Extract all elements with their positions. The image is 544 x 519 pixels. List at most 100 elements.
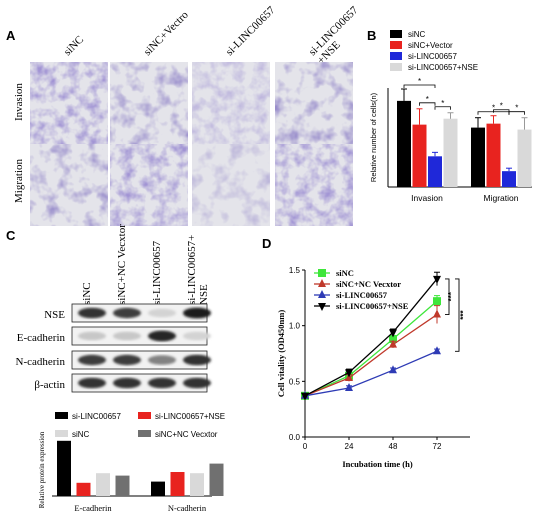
legend-label: siNC (336, 268, 354, 278)
x-tick-label: E-cadherin (74, 503, 112, 513)
blot-band (78, 331, 106, 341)
micrograph-cell (275, 144, 353, 226)
micrograph-cell (275, 62, 353, 144)
bar (209, 463, 224, 496)
blot-band (148, 308, 176, 318)
y-axis-label: Relative protein expression (38, 431, 46, 508)
blot-band (113, 354, 141, 366)
x-tick-label: Invasion (411, 193, 443, 203)
significance-mark: * (426, 95, 429, 104)
legend-label: si-LINC00657+NSE (155, 412, 225, 421)
data-point (389, 329, 397, 338)
legend-swatch (390, 41, 402, 49)
blot-band (148, 377, 176, 389)
blot-band (183, 307, 211, 319)
legend-label: si-LINC00657 (72, 412, 121, 421)
bar (190, 473, 204, 496)
blot-band (183, 377, 211, 389)
significance-mark: *** (447, 291, 456, 301)
panel-label-d: D (262, 236, 271, 251)
micrograph-stain (275, 144, 353, 226)
bar (517, 129, 532, 187)
significance-mark: * (441, 99, 444, 108)
data-point (389, 365, 397, 374)
micrograph-stain (110, 62, 188, 144)
blot-band (113, 377, 141, 389)
bar (57, 440, 71, 496)
series-line (304, 300, 438, 397)
significance-mark: * (418, 77, 421, 86)
micrograph-stain (30, 144, 108, 226)
legend-label: si-LINC00657+NSE (336, 301, 409, 311)
legend-swatch (55, 412, 68, 419)
micrograph-cell (110, 62, 188, 144)
x-tick-label: 72 (433, 442, 442, 451)
significance-bracket (434, 106, 451, 110)
blot-lane-labels: siNC siNC+NC Vecxtor si-LINC00657 si-LINC00… (81, 224, 210, 305)
bar (397, 100, 411, 187)
chart-c-protein-expression: Relative protein expression si-LINC00657 s… (38, 412, 225, 513)
data-point (318, 269, 326, 277)
x-tick-label: 0 (303, 442, 308, 451)
micrograph-cell (30, 62, 108, 144)
row-label: Invasion (13, 83, 25, 121)
data-point (433, 309, 441, 318)
lane-label: siNC+NC Vecxtor (116, 224, 128, 305)
blot-band (78, 307, 106, 319)
y-tick-label: 1.5 (289, 266, 301, 275)
x-tick-label: N-cadherin (168, 503, 207, 513)
legend-label: siNC+NC Vecxtor (336, 279, 401, 289)
y-tick-label: 1.0 (289, 322, 301, 331)
significance-bracket (403, 84, 436, 88)
bar (151, 481, 165, 496)
blot-band (148, 330, 176, 342)
significance-bracket (419, 102, 436, 106)
bar (471, 127, 485, 187)
micrograph-cell (192, 62, 270, 144)
bar (443, 118, 458, 187)
micrograph-cell (192, 144, 270, 226)
bar (96, 473, 110, 496)
micrograph-cell (110, 144, 188, 226)
y-tick-label: 0.0 (289, 433, 301, 442)
legend-swatch (138, 430, 151, 437)
legend-label: siNC+Vector (408, 41, 453, 50)
legend-label: si-LINC00657+NSE (408, 63, 478, 72)
blot-row-label: N-cadherin (16, 356, 66, 368)
bar (502, 171, 516, 187)
legend-swatch (390, 63, 402, 71)
y-axis-label: Relative number of cells(n) (369, 92, 378, 182)
legend-label: siNC+NC Vecxtor (155, 430, 218, 439)
significance-bracket (493, 109, 510, 113)
legend-swatch (138, 412, 151, 419)
significance-bracket (445, 278, 450, 315)
x-tick-label: Migration (484, 193, 519, 203)
column-label: si-LINC00657 (224, 4, 278, 58)
data-point (389, 339, 397, 348)
blot-row-label: β-actin (34, 379, 65, 391)
legend-swatch (55, 430, 68, 437)
legend-swatch (390, 52, 402, 60)
data-point (389, 335, 397, 344)
micrograph-stain (192, 62, 270, 144)
legend-label: siNC (72, 430, 90, 439)
bar (170, 472, 185, 496)
blot-band (183, 354, 211, 366)
bar (76, 482, 91, 496)
significance-mark: * (500, 102, 503, 111)
data-point (345, 383, 353, 392)
column-label: si-LINC00657+NSE (307, 4, 370, 67)
data-point (433, 346, 441, 355)
data-point (433, 297, 441, 306)
micrograph-stain (275, 62, 353, 144)
data-point (318, 279, 326, 287)
blot-band (113, 307, 141, 319)
lane-label: si-LINC00657 (151, 240, 163, 305)
blot-row-label: E-cadherin (17, 332, 66, 344)
bar (115, 475, 130, 496)
legend-swatch (390, 30, 402, 38)
series-line (304, 313, 438, 397)
data-point (318, 290, 326, 298)
data-point (433, 275, 441, 284)
